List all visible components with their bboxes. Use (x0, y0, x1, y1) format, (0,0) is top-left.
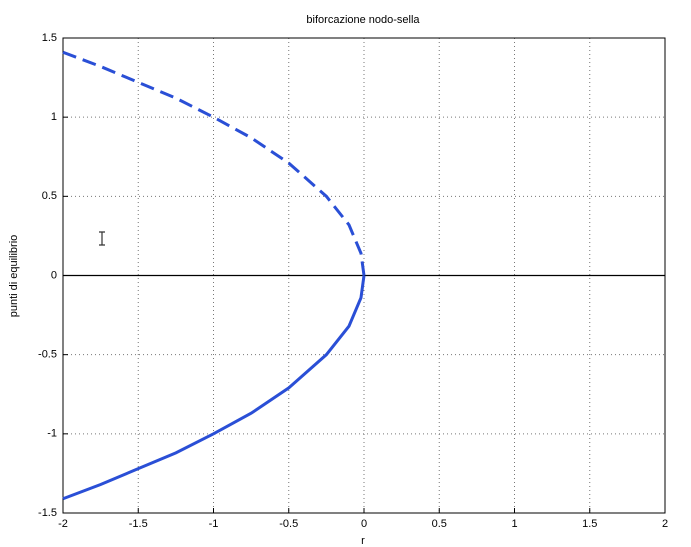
y-tick-label: 1 (51, 111, 57, 123)
y-tick-label: -1 (47, 428, 57, 440)
data-line (62, 50, 366, 276)
y-tick-label: 1.5 (42, 32, 57, 44)
y-tick-label: 0 (51, 269, 57, 281)
y-tick-label: -1.5 (38, 507, 57, 519)
y-tick-label: 0.5 (42, 190, 57, 202)
x-tick-label: -0.5 (279, 518, 298, 530)
x-tick-label: -2 (58, 518, 68, 530)
x-tick-label: 1 (511, 518, 517, 530)
x-tick-label: -1 (209, 518, 219, 530)
x-tick-label: 1.5 (582, 518, 597, 530)
x-axis-label: r (361, 535, 365, 547)
text-cursor (99, 231, 105, 246)
x-tick-label: 0 (361, 518, 367, 530)
x-tick-label: 2 (662, 518, 668, 530)
y-tick-label: -0.5 (38, 349, 57, 361)
data-line (62, 275, 366, 501)
y-axis-label: punti di equilibrio (8, 235, 20, 318)
x-tick-label: 0.5 (432, 518, 447, 530)
chart-title: biforcazione nodo-sella (306, 14, 420, 26)
x-tick-label: -1.5 (129, 518, 148, 530)
